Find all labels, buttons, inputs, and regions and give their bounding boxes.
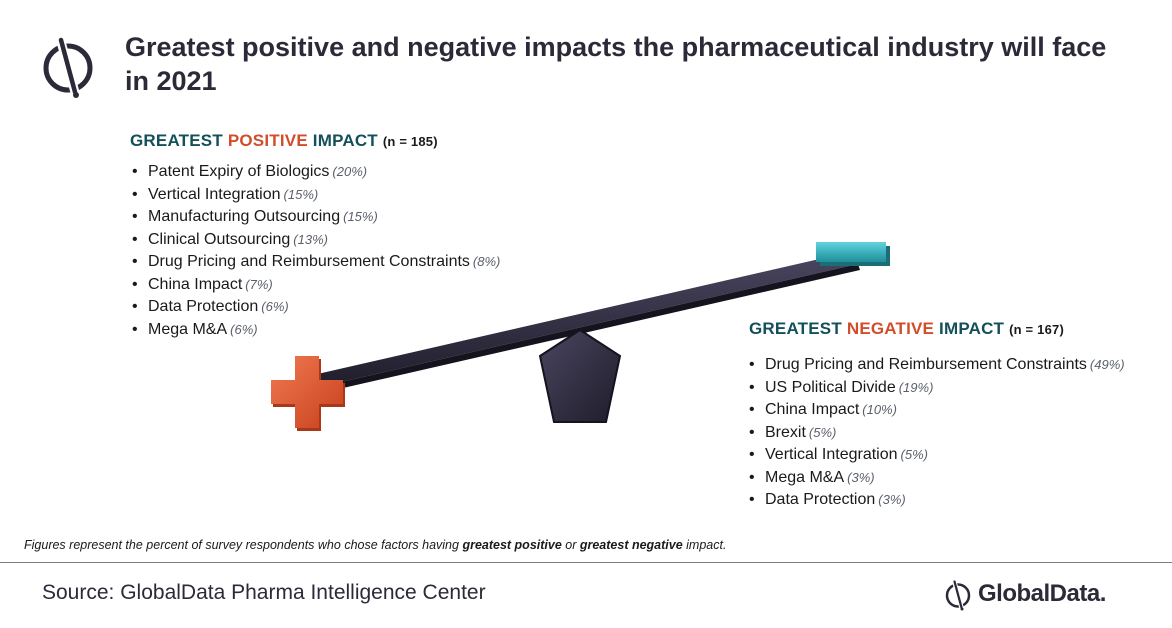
negative-heading-prefix: GREATEST (749, 319, 842, 338)
list-item: China Impact(10%) (747, 399, 1125, 422)
item-percent: (13%) (293, 231, 328, 247)
list-item: Patent Expiry of Biologics(20%) (130, 161, 500, 184)
item-percent: (5%) (900, 447, 928, 462)
list-item: Clinical Outsourcing(13%) (130, 229, 500, 252)
item-label: Mega M&A (148, 320, 228, 338)
negative-heading: GREATEST NEGATIVE IMPACT (n = 167) (749, 319, 1064, 339)
list-item: Brexit(5%) (747, 422, 1125, 445)
item-label: US Political Divide (765, 378, 896, 396)
positive-heading-keyword: POSITIVE (227, 131, 308, 150)
item-percent: (8%) (472, 254, 501, 269)
brand-name: GlobalData. (978, 580, 1106, 607)
positive-heading-suffix: IMPACT (312, 131, 378, 150)
negative-n-label: (n = 167) (1009, 322, 1064, 337)
plus-icon (271, 356, 345, 431)
list-item: Manufacturing Outsourcing(15%) (130, 206, 500, 229)
item-label: Clinical Outsourcing (148, 230, 291, 248)
negative-heading-suffix: IMPACT (939, 319, 1005, 338)
list-item: Drug Pricing and Reimbursement Constrain… (130, 251, 500, 274)
positive-heading-prefix: GREATEST (130, 131, 223, 150)
list-item: Mega M&A(6%) (130, 319, 500, 342)
item-label: Brexit (765, 423, 806, 441)
item-label: Manufacturing Outsourcing (148, 208, 341, 225)
source-text: Source: GlobalData Pharma Intelligence C… (42, 581, 486, 604)
list-item: Mega M&A(3%) (747, 467, 1125, 490)
pentagon-fulcrum-icon (538, 328, 622, 423)
negative-heading-keyword: NEGATIVE (846, 319, 935, 338)
seesaw-beam (300, 252, 858, 390)
positive-heading: GREATEST POSITIVE IMPACT (n = 185) (130, 131, 438, 151)
item-percent: (20%) (332, 164, 368, 179)
negative-list: Drug Pricing and Reimbursement Constrain… (747, 354, 1125, 512)
item-label: Data Protection (148, 298, 259, 315)
item-label: Drug Pricing and Reimbursement Constrain… (148, 253, 470, 270)
item-label: Vertical Integration (765, 446, 898, 463)
seesaw-illustration (271, 242, 890, 431)
item-label: Mega M&A (765, 468, 845, 486)
list-item: Drug Pricing and Reimbursement Constrain… (747, 354, 1125, 377)
minus-icon (816, 242, 890, 266)
positive-list: Patent Expiry of Biologics(20%) Vertical… (130, 161, 500, 341)
footnote-bold-positive: greatest positive (462, 538, 562, 552)
item-percent: (15%) (283, 186, 319, 202)
item-percent: (7%) (245, 276, 273, 292)
footnote: Figures represent the percent of survey … (24, 538, 726, 552)
item-label: China Impact (765, 401, 860, 418)
footnote-text: or (561, 538, 580, 552)
footnote-text: impact. (682, 538, 727, 552)
item-percent: (3%) (878, 492, 906, 507)
item-percent: (3%) (847, 469, 875, 485)
list-item: Data Protection(3%) (747, 489, 1125, 512)
positive-n-label: (n = 185) (382, 134, 438, 149)
list-item: China Impact(7%) (130, 274, 500, 297)
item-label: China Impact (148, 275, 243, 293)
globaldata-brand-icon (945, 579, 971, 611)
list-item: US Political Divide(19%) (747, 377, 1125, 400)
globaldata-logo-icon (43, 36, 93, 98)
item-label: Drug Pricing and Reimbursement Constrain… (765, 356, 1087, 373)
list-item: Vertical Integration(5%) (747, 444, 1125, 467)
list-item: Vertical Integration(15%) (130, 184, 500, 207)
item-label: Vertical Integration (148, 185, 281, 203)
item-percent: (49%) (1089, 357, 1125, 372)
item-percent: (10%) (862, 402, 897, 417)
list-item: Data Protection(6%) (130, 296, 500, 319)
brand-logo: GlobalData. (944, 576, 1106, 612)
item-label: Data Protection (765, 491, 876, 508)
footnote-bold-negative: greatest negative (579, 538, 683, 552)
page-title: Greatest positive and negative impacts t… (125, 32, 1107, 96)
item-percent: (19%) (898, 379, 934, 395)
item-percent: (6%) (230, 321, 258, 337)
item-percent: (6%) (261, 299, 289, 314)
item-label: Patent Expiry of Biologics (148, 163, 330, 180)
footnote-text: Figures represent the percent of survey … (24, 538, 463, 552)
item-percent: (5%) (808, 424, 837, 440)
item-percent: (15%) (343, 209, 378, 224)
footer-divider (0, 562, 1172, 563)
